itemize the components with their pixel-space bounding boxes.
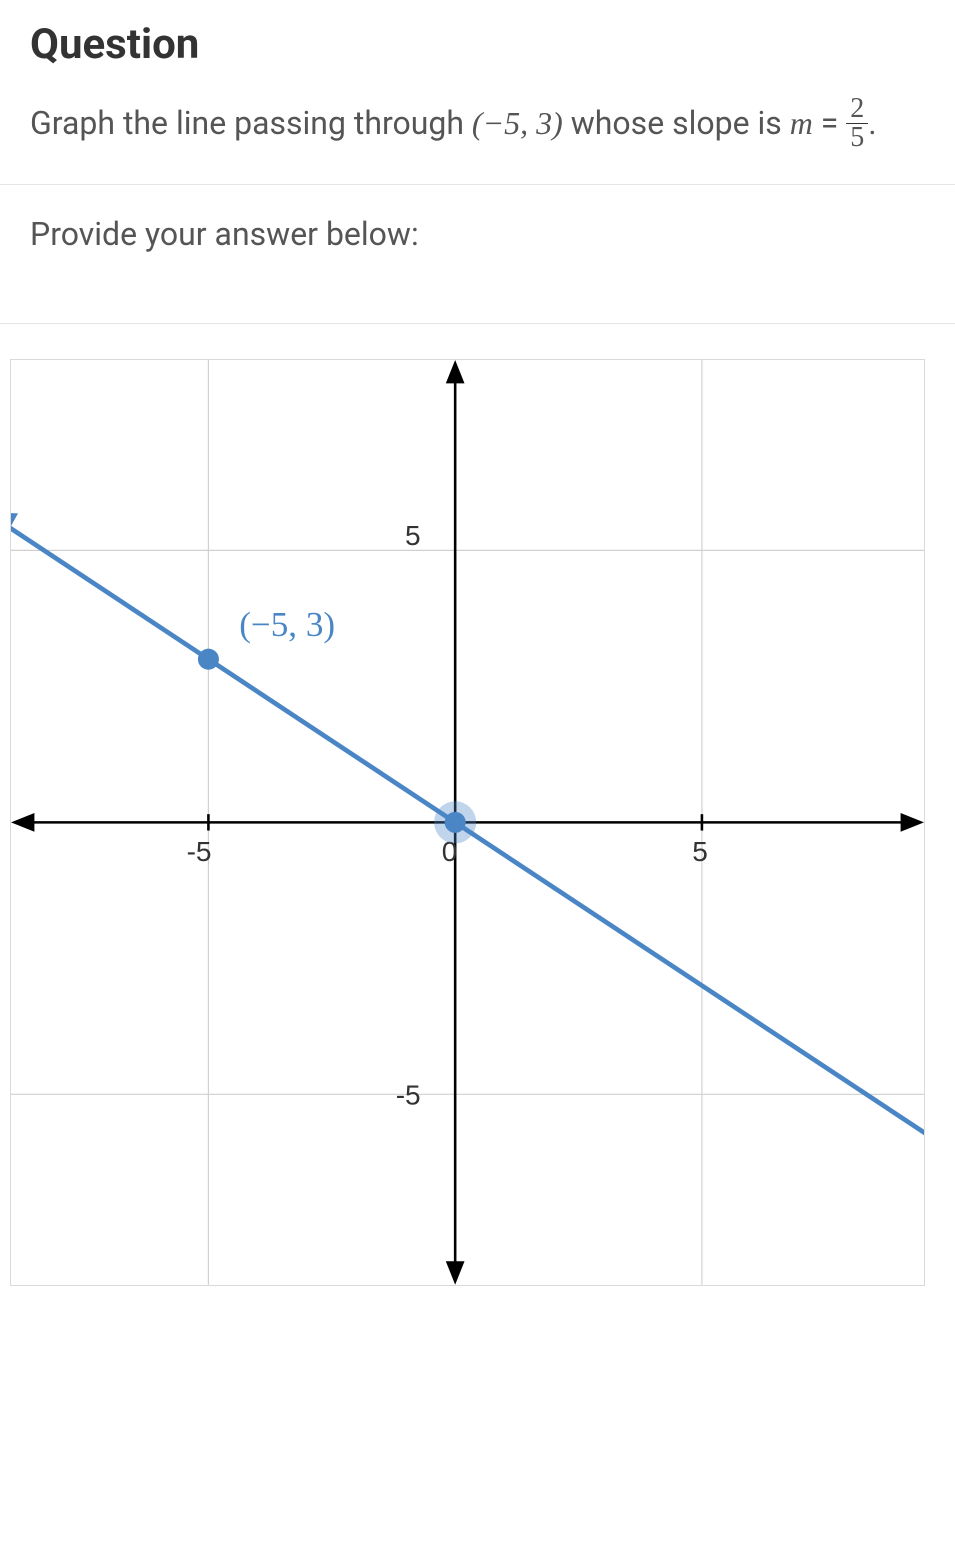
plot-point-a[interactable] [198,649,219,670]
x-tick-label-neg5: -5 [187,836,212,867]
y-axis-arrow-down [446,1261,465,1284]
y-tick-label-neg5: -5 [396,1079,421,1110]
graph-viewport: -5 0 5 5 -5 (−5, 3) [0,323,955,1316]
fraction-numerator: 2 [846,95,868,124]
question-suffix: . [868,104,876,142]
question-text: Graph the line passing through (−5, 3) w… [30,97,925,154]
equals-sign: = [813,104,846,142]
question-prefix: Graph the line passing through [30,104,472,142]
slope-fraction: 25 [846,95,868,152]
x-axis-arrow-left [11,813,34,832]
graph-card: -5 0 5 5 -5 (−5, 3) [10,359,925,1286]
fraction-denominator: 5 [846,124,868,152]
y-axis-arrow-up [446,360,465,383]
x-axis-arrow-right [901,813,924,832]
divider [0,184,955,185]
plot-point-a-label: (−5, 3) [239,605,335,644]
page-title: Question [30,20,925,69]
question-mid: whose slope is [563,104,790,142]
question-point: (−5, 3) [472,105,563,141]
x-tick-label-5: 5 [692,836,708,867]
plot-point-b[interactable] [445,812,466,833]
y-tick-label-5: 5 [405,520,421,551]
answer-prompt: Provide your answer below: [30,215,925,253]
slope-var: m [790,105,813,141]
coordinate-graph[interactable]: -5 0 5 5 -5 (−5, 3) [11,360,924,1285]
